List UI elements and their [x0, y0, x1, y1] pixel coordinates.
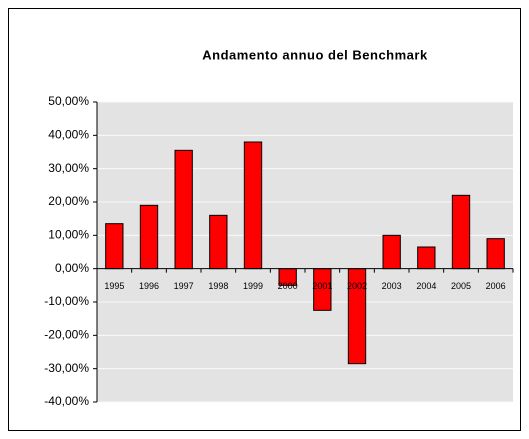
y-tick-label: 0,00%	[55, 261, 89, 275]
bar	[105, 223, 124, 270]
y-tick-label: 30,00%	[48, 161, 89, 175]
bar	[139, 204, 159, 270]
bar	[417, 246, 436, 270]
y-tick-label: 40,00%	[48, 128, 89, 142]
bar	[209, 214, 228, 270]
x-tick-label: 1996	[139, 281, 159, 291]
x-tick-label: 2000	[278, 281, 298, 291]
bar	[382, 234, 401, 270]
y-tick-label: 10,00%	[48, 228, 89, 242]
bar	[174, 149, 193, 270]
y-tick-label: 50,00%	[48, 94, 89, 108]
y-tick-label: -30,00%	[44, 361, 89, 375]
y-tick-label: -20,00%	[44, 328, 89, 342]
x-tick-label: 1999	[243, 281, 263, 291]
chart-title: Andamento annuo del Benchmark	[202, 47, 428, 62]
bar	[486, 238, 505, 270]
bar	[451, 194, 471, 270]
x-tick-label: 2001	[312, 281, 332, 291]
y-tick-label: -40,00%	[44, 394, 89, 408]
plot-area	[97, 102, 513, 402]
x-tick-label: 2003	[382, 281, 402, 291]
x-tick-label: 2005	[451, 281, 471, 291]
y-tick-label: 20,00%	[48, 194, 89, 208]
x-tick-label: 1998	[208, 281, 228, 291]
x-tick-label: 2006	[486, 281, 506, 291]
bar	[243, 141, 263, 270]
x-tick-label: 1995	[104, 281, 124, 291]
x-tick-label: 1997	[174, 281, 194, 291]
y-tick-label: -10,00%	[44, 294, 89, 308]
x-tick-label: 2002	[347, 281, 367, 291]
x-tick-label: 2004	[416, 281, 436, 291]
